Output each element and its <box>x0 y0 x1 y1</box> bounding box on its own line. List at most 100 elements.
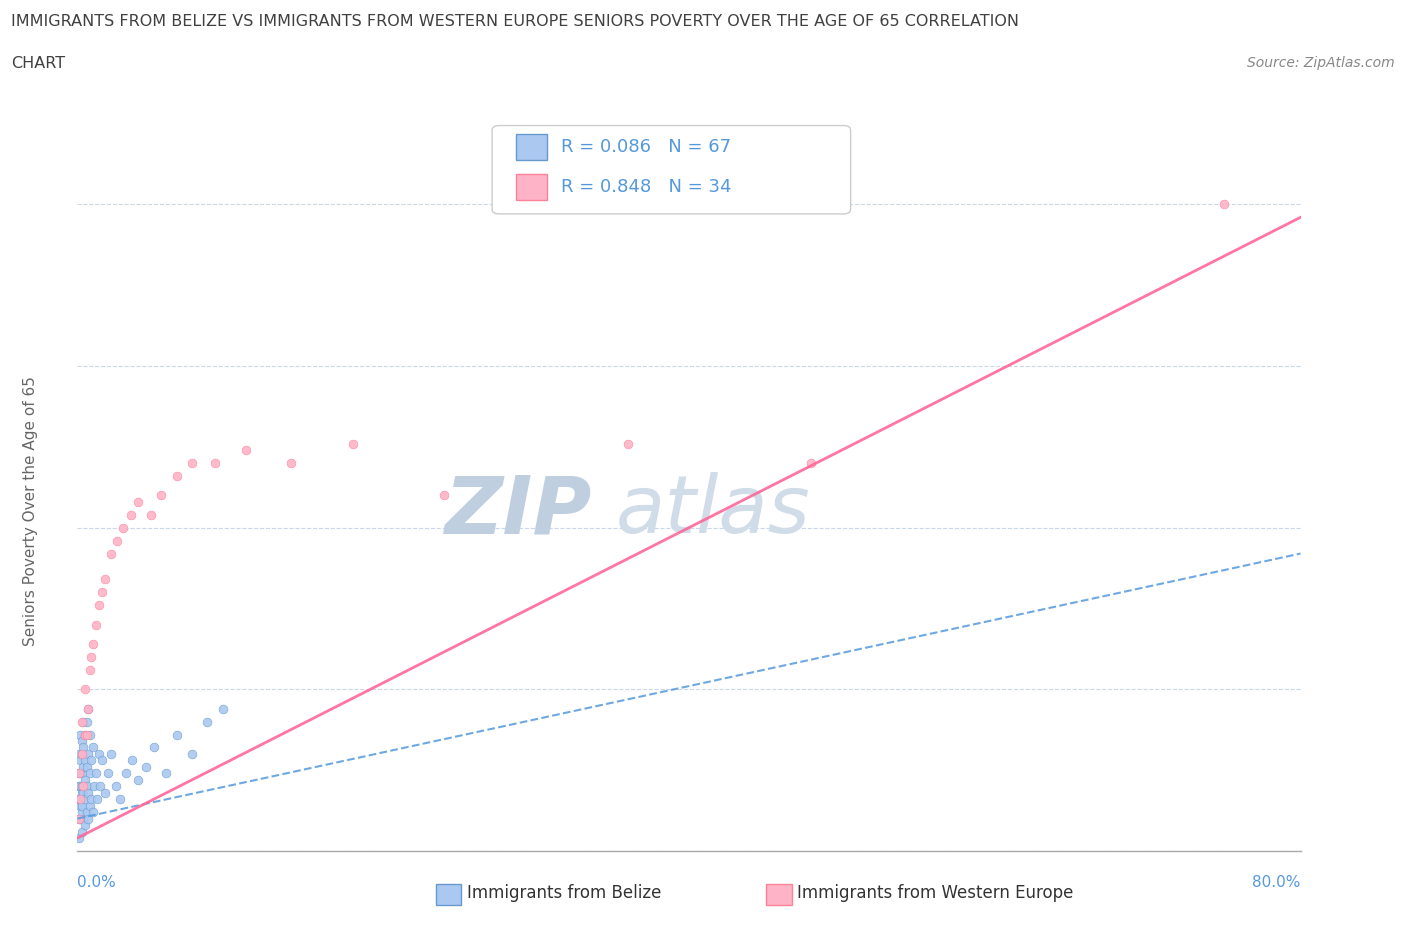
Point <box>76 804 98 819</box>
Point <box>108 791 131 806</box>
Text: ZIP: ZIP <box>444 472 591 551</box>
Point <box>100 747 122 762</box>
Point <box>79 727 101 742</box>
Point <box>70 766 93 781</box>
Text: Seniors Poverty Over the Age of 65: Seniors Poverty Over the Age of 65 <box>24 377 38 646</box>
Point <box>87 747 110 762</box>
Point <box>142 740 165 755</box>
Text: 80.0%: 80.0% <box>1253 875 1301 890</box>
Point <box>84 766 107 781</box>
Point <box>87 598 110 613</box>
Point <box>70 824 93 839</box>
Point <box>76 714 98 729</box>
Point <box>166 469 188 484</box>
Point <box>84 618 107 632</box>
Point <box>79 662 101 677</box>
Point <box>76 760 98 775</box>
Point <box>67 830 90 845</box>
Point <box>82 740 104 755</box>
Point <box>342 436 364 451</box>
Point <box>69 753 91 768</box>
Point <box>77 701 100 716</box>
Point <box>77 811 100 826</box>
Point <box>80 649 103 664</box>
Point <box>67 747 90 762</box>
Point <box>70 804 93 819</box>
Point <box>1213 197 1236 212</box>
Point <box>77 701 100 716</box>
Point <box>67 811 90 826</box>
Point <box>73 791 96 806</box>
Text: Immigrants from Western Europe: Immigrants from Western Europe <box>797 884 1074 902</box>
Point <box>90 753 112 768</box>
Point <box>70 714 93 729</box>
Point <box>73 773 96 788</box>
Point <box>70 798 93 813</box>
Point <box>77 785 100 800</box>
Point <box>155 766 177 781</box>
Point <box>72 760 94 775</box>
Point <box>80 753 103 768</box>
Point <box>127 773 149 788</box>
Point <box>104 778 127 793</box>
Point <box>82 804 104 819</box>
Point <box>72 714 94 729</box>
Point <box>204 456 226 471</box>
Text: CHART: CHART <box>11 56 65 71</box>
Point <box>70 747 93 762</box>
Text: R = 0.086   N = 67: R = 0.086 N = 67 <box>561 139 731 156</box>
Point <box>195 714 218 729</box>
Point <box>67 766 90 781</box>
Point <box>181 747 204 762</box>
Point <box>70 785 93 800</box>
Point <box>69 791 91 806</box>
Point <box>67 811 90 826</box>
Point <box>70 747 93 762</box>
Point <box>79 766 101 781</box>
Point <box>80 791 103 806</box>
Point <box>73 817 96 832</box>
Point <box>72 811 94 826</box>
Text: Immigrants from Belize: Immigrants from Belize <box>467 884 661 902</box>
Point <box>69 791 91 806</box>
Point <box>115 766 138 781</box>
Point <box>69 811 91 826</box>
Point <box>280 456 302 471</box>
Point <box>127 495 149 510</box>
Point <box>70 778 93 793</box>
Point <box>73 727 96 742</box>
Text: R = 0.848   N = 34: R = 0.848 N = 34 <box>561 178 731 195</box>
Point <box>73 753 96 768</box>
Point <box>617 436 640 451</box>
Point <box>89 778 111 793</box>
Point <box>800 456 823 471</box>
Point <box>76 778 98 793</box>
Point <box>94 785 117 800</box>
Point <box>83 778 105 793</box>
Point <box>121 753 143 768</box>
Point <box>77 747 100 762</box>
Point <box>139 507 162 522</box>
Point <box>79 798 101 813</box>
Point <box>181 456 204 471</box>
Point <box>72 778 94 793</box>
Text: 0.0%: 0.0% <box>77 875 117 890</box>
Point <box>211 701 233 716</box>
Point <box>69 766 91 781</box>
Point <box>90 585 112 600</box>
Point <box>100 546 122 561</box>
Text: Source: ZipAtlas.com: Source: ZipAtlas.com <box>1247 56 1395 70</box>
Point <box>73 682 96 697</box>
Point <box>112 520 135 535</box>
Point <box>120 507 142 522</box>
Point <box>69 778 91 793</box>
Point <box>105 533 128 548</box>
Point <box>72 740 94 755</box>
Point <box>69 798 91 813</box>
Point <box>433 488 456 503</box>
Point <box>94 572 117 587</box>
Point <box>70 734 93 749</box>
Point <box>235 443 257 458</box>
Point <box>69 727 91 742</box>
Text: atlas: atlas <box>616 472 810 551</box>
